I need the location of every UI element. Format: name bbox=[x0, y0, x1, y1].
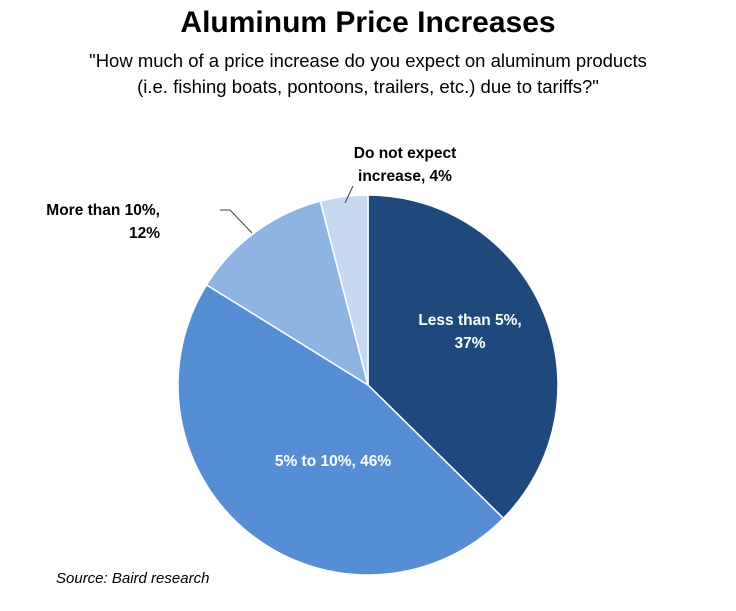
slice-less-than-5 bbox=[367, 194, 559, 520]
label-5-to-10: 5% to 10%, 46% bbox=[275, 453, 392, 470]
chart-title: Aluminum Price Increases bbox=[180, 6, 556, 39]
leader-line bbox=[344, 185, 354, 204]
subtitle-line-2: (i.e. fishing boats, pontoons, trailers,… bbox=[137, 76, 599, 97]
source-note: Source: Baird research bbox=[56, 570, 210, 587]
leader-line bbox=[220, 209, 253, 234]
label-less-than-5: Less than 5%, 37% bbox=[418, 312, 521, 352]
slice-no-increase bbox=[319, 194, 369, 386]
label-more-than-10: More than 10%, 12% bbox=[46, 202, 160, 242]
slice-more-than-10 bbox=[205, 200, 370, 387]
slice-5-to-10 bbox=[177, 283, 505, 576]
subtitle-line-1: "How much of a price increase do you exp… bbox=[89, 50, 647, 71]
chart-subtitle: "How much of a price increase do you exp… bbox=[20, 48, 716, 100]
label-no-increase: Do not expect increase, 4% bbox=[354, 145, 456, 185]
